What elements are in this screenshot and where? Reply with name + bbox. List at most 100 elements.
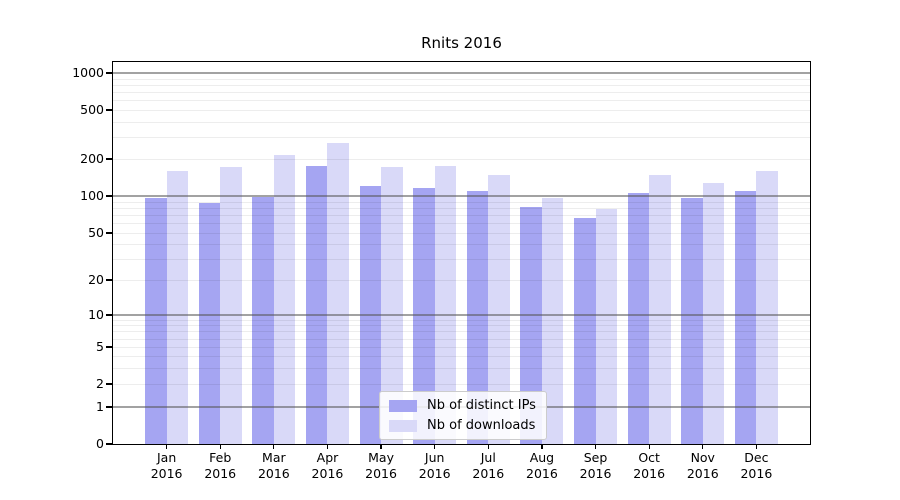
- y-tick: [106, 406, 112, 408]
- x-tick: [273, 444, 275, 449]
- x-tick: [702, 444, 704, 449]
- bar-distinct-ips-oct: [627, 192, 650, 444]
- x-tick-year: 2016: [633, 465, 666, 481]
- gridline-minor: [113, 280, 810, 281]
- y-tick: [106, 443, 112, 445]
- y-tick-label: 1: [96, 399, 104, 414]
- chart-title: Rnits 2016: [421, 34, 502, 52]
- y-tick: [106, 314, 112, 316]
- x-tick-year: 2016: [204, 465, 237, 481]
- x-tick-year: 2016: [418, 465, 451, 481]
- gridline-minor: [113, 384, 810, 385]
- bar-downloads-nov: [702, 182, 725, 444]
- y-tick-label: 1000: [72, 65, 104, 80]
- gridline-minor: [113, 356, 810, 357]
- bar-downloads-dec: [756, 171, 778, 444]
- x-tick: [165, 444, 168, 449]
- x-tick-month: Jul: [480, 450, 496, 465]
- bar-downloads-apr: [327, 143, 349, 444]
- x-tick-year: 2016: [257, 465, 290, 481]
- x-tick-year: 2016: [472, 465, 505, 481]
- gridline-major: [113, 72, 810, 74]
- x-tick: [219, 444, 221, 449]
- y-tick: [106, 232, 112, 234]
- gridline-minor: [113, 338, 810, 340]
- x-tick-year: 2016: [311, 465, 344, 481]
- x-tick-label: Mar 2016: [242, 450, 306, 481]
- gridline-minor: [113, 92, 810, 94]
- x-tick-label: Jun 2016: [403, 450, 467, 481]
- gridline-minor: [113, 223, 810, 225]
- bar-distinct-ips-aug: [520, 207, 542, 444]
- y-tick: [106, 109, 112, 111]
- x-tick-month: Apr: [316, 450, 339, 465]
- bar-downloads-jan: [166, 170, 189, 444]
- y-tick: [106, 158, 112, 160]
- bar-downloads-may: [381, 167, 403, 444]
- gridline-minor: [113, 121, 810, 123]
- bar-downloads-sep: [595, 208, 618, 444]
- y-tick-label: 100: [80, 188, 104, 203]
- y-tick-label: 50: [88, 225, 104, 240]
- x-tick: [648, 444, 650, 449]
- legend-label: Nb of distinct IPs: [427, 398, 536, 413]
- y-tick: [106, 383, 112, 385]
- x-tick-year: 2016: [579, 465, 612, 481]
- y-tick: [106, 195, 112, 197]
- x-tick: [326, 444, 329, 449]
- bar-distinct-ips-nov: [681, 198, 703, 444]
- x-tick-month: Aug: [529, 450, 555, 465]
- gridline-minor: [113, 319, 810, 321]
- bar-distinct-ips-mar: [252, 197, 274, 444]
- gridline-minor: [113, 331, 810, 333]
- x-tick-year: 2016: [740, 465, 773, 481]
- y-tick-label: 20: [88, 272, 104, 287]
- x-tick-year: 2016: [150, 465, 183, 481]
- y-tick-label: 5: [96, 339, 104, 354]
- x-tick: [541, 444, 543, 449]
- gridline-minor: [113, 367, 810, 369]
- x-tick-label: Jan 2016: [135, 450, 199, 481]
- y-tick-label: 2: [96, 376, 104, 391]
- y-tick: [106, 346, 112, 348]
- x-tick-label: May 2016: [349, 450, 413, 481]
- bar-distinct-ips-apr: [305, 166, 328, 444]
- bar-distinct-ips-jul: [466, 190, 489, 444]
- gridline-minor: [113, 159, 810, 160]
- gridline-minor: [113, 137, 810, 139]
- bar-downloads-jul: [488, 175, 510, 444]
- gridline-minor: [113, 100, 810, 102]
- bar-distinct-ips-jan: [145, 197, 167, 444]
- y-tick: [106, 279, 112, 281]
- x-tick-label: Nov 2016: [671, 450, 735, 481]
- bar-downloads-mar: [273, 155, 296, 444]
- gridline-minor: [113, 201, 810, 203]
- legend-item: Nb of distinct IPs: [389, 398, 536, 413]
- legend-item: Nb of downloads: [389, 418, 536, 433]
- x-tick: [487, 444, 489, 449]
- x-tick: [594, 444, 597, 449]
- gridline-minor: [113, 325, 810, 327]
- x-tick-label: Aug 2016: [510, 450, 574, 481]
- x-tick-year: 2016: [365, 465, 397, 481]
- x-tick-year: 2016: [686, 465, 719, 481]
- x-tick-label: Sep 2016: [564, 450, 628, 481]
- x-tick-label: Feb 2016: [188, 450, 252, 481]
- gridline-minor: [113, 78, 810, 80]
- x-tick-year: 2016: [526, 465, 558, 481]
- gridline-minor: [113, 215, 810, 217]
- x-tick-month: May: [368, 450, 394, 465]
- x-tick-month: Jan: [156, 450, 177, 465]
- legend-label: Nb of downloads: [427, 418, 536, 433]
- gridline-minor: [113, 110, 810, 111]
- bar-distinct-ips-sep: [574, 218, 596, 444]
- x-tick-label: Oct 2016: [617, 450, 681, 481]
- x-tick-label: Apr 2016: [295, 450, 359, 481]
- bar-downloads-feb: [220, 167, 242, 444]
- gridline-minor: [113, 84, 810, 86]
- x-tick-month: Dec: [744, 450, 769, 465]
- y-tick-label: 200: [80, 151, 104, 166]
- x-tick-month: Oct: [638, 450, 660, 465]
- x-tick: [755, 444, 758, 449]
